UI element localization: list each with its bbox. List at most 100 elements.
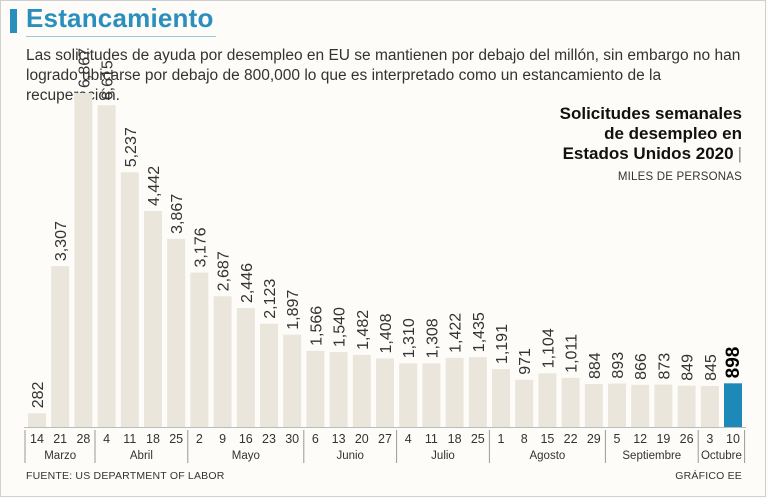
x-tick-label-21: 8 xyxy=(521,432,528,446)
data-label-4: 5,237 xyxy=(123,127,140,167)
graphic-credit: GRÁFICO EE xyxy=(675,470,742,482)
data-label-14: 1,482 xyxy=(355,310,372,350)
data-label-26: 866 xyxy=(633,353,650,380)
bar-21-1 xyxy=(51,266,70,427)
chart-title-line-1: Solicitudes semanales xyxy=(559,104,742,123)
data-label-11: 1,897 xyxy=(285,290,302,330)
bar-20-14 xyxy=(352,354,371,427)
month-label-agosto: Agosto xyxy=(529,450,565,462)
data-label-3: 6,615 xyxy=(100,60,117,100)
x-tick-label-18: 18 xyxy=(448,432,462,446)
bar-18-5 xyxy=(144,210,162,427)
title-divider-mark: | xyxy=(737,144,742,163)
title-underline xyxy=(26,36,216,37)
month-label-mayo: Mayo xyxy=(232,450,260,462)
month-label-junio: Junio xyxy=(336,450,364,462)
chart-title-line-2: de desempleo en xyxy=(604,124,742,143)
month-label-octubre: Octubre xyxy=(701,450,742,462)
bar-11-4 xyxy=(120,172,139,427)
data-label-2: 6,867 xyxy=(76,48,93,88)
x-tick-label-9: 16 xyxy=(239,432,253,446)
bar-12-26 xyxy=(631,384,650,427)
x-tick-label-23: 22 xyxy=(564,432,578,446)
data-label-16: 1,310 xyxy=(401,318,418,358)
bar-25-6 xyxy=(167,238,186,427)
page-title: Estancamiento xyxy=(26,3,214,33)
title-accent-bar xyxy=(10,9,17,33)
x-tick-label-26: 12 xyxy=(633,432,647,446)
x-tick-label-8: 9 xyxy=(219,432,226,446)
data-label-25: 893 xyxy=(610,352,627,379)
data-label-22: 1,104 xyxy=(540,328,557,368)
x-tick-label-16: 4 xyxy=(405,432,412,446)
bar-8-21 xyxy=(515,379,534,427)
bar-1-20 xyxy=(492,369,510,427)
bar-25-19 xyxy=(468,357,487,427)
chart-title-line-3: Estados Unidos 2020 | xyxy=(482,144,742,164)
bar-3-29 xyxy=(700,385,719,427)
bar-30-11 xyxy=(283,334,302,427)
data-label-29: 845 xyxy=(703,354,720,381)
data-label-9: 2,446 xyxy=(239,263,256,303)
x-tick-label-3: 4 xyxy=(103,432,110,446)
x-tick-label-10: 23 xyxy=(262,432,276,446)
month-label-abril: Abril xyxy=(130,450,153,462)
data-label-20: 1,191 xyxy=(494,324,511,364)
x-tick-label-17: 11 xyxy=(425,432,438,446)
bar-14-0 xyxy=(28,413,46,427)
x-tick-label-12: 6 xyxy=(312,432,319,446)
data-label-23: 1,011 xyxy=(564,334,581,373)
x-tick-label-27: 19 xyxy=(656,432,670,446)
x-tick-label-19: 25 xyxy=(471,432,485,446)
x-tick-label-2: 28 xyxy=(76,432,90,446)
x-tick-label-0: 14 xyxy=(30,432,44,446)
data-label-5: 4,442 xyxy=(146,166,163,206)
bar-15-22 xyxy=(538,373,557,427)
data-label-18: 1,422 xyxy=(448,313,465,353)
month-label-julio: Julio xyxy=(431,450,455,462)
data-label-17: 1,308 xyxy=(424,318,441,358)
month-label-septiembre: Septiembre xyxy=(622,450,681,462)
x-tick-label-22: 15 xyxy=(540,432,554,446)
x-tick-label-28: 26 xyxy=(680,432,694,446)
data-label-15: 1,408 xyxy=(378,313,395,353)
data-label-7: 3,176 xyxy=(192,227,209,267)
data-label-19: 1,435 xyxy=(471,312,488,352)
data-label-13: 1,540 xyxy=(332,307,349,347)
x-tick-label-6: 25 xyxy=(169,432,183,446)
x-tick-label-1: 21 xyxy=(53,432,67,446)
data-label-27: 873 xyxy=(656,353,673,380)
data-label-0: 282 xyxy=(30,381,47,408)
chart-title-line-3-text: Estados Unidos 2020 xyxy=(562,144,734,163)
chart-units: MILES DE PERSONAS xyxy=(617,171,742,183)
x-tick-label-25: 5 xyxy=(614,432,621,446)
bar-22-23 xyxy=(561,377,580,427)
bar-11-17 xyxy=(422,363,441,427)
bar-10-30 xyxy=(724,383,742,427)
bar-16-9 xyxy=(236,308,255,427)
x-tick-label-29: 3 xyxy=(706,432,713,446)
x-tick-label-13: 13 xyxy=(332,432,346,446)
page-subtitle: Las solicitudes de ayuda por desempleo e… xyxy=(26,47,741,104)
x-tick-label-4: 11 xyxy=(123,432,136,446)
data-label-28: 849 xyxy=(680,354,697,381)
x-tick-label-30: 10 xyxy=(726,432,740,446)
x-tick-label-24: 29 xyxy=(587,432,601,446)
data-label-10: 2,123 xyxy=(262,279,279,319)
source-note: FUENTE: US DEPARTMENT OF LABOR xyxy=(26,470,225,482)
month-label-marzo: Marzo xyxy=(44,450,76,462)
x-tick-label-11: 30 xyxy=(285,432,299,446)
bar-26-28 xyxy=(677,385,696,427)
bar-28-2 xyxy=(74,93,93,427)
bar-29-24 xyxy=(584,384,603,427)
bar-13-13 xyxy=(329,352,348,427)
data-label-1: 3,307 xyxy=(53,221,70,261)
data-label-12: 1,566 xyxy=(308,306,325,346)
bar-19-27 xyxy=(654,384,673,427)
bar-4-16 xyxy=(399,363,418,427)
x-tick-label-14: 20 xyxy=(355,432,369,446)
x-tick-label-20: 1 xyxy=(498,432,505,446)
data-label-6: 3,867 xyxy=(169,194,186,234)
